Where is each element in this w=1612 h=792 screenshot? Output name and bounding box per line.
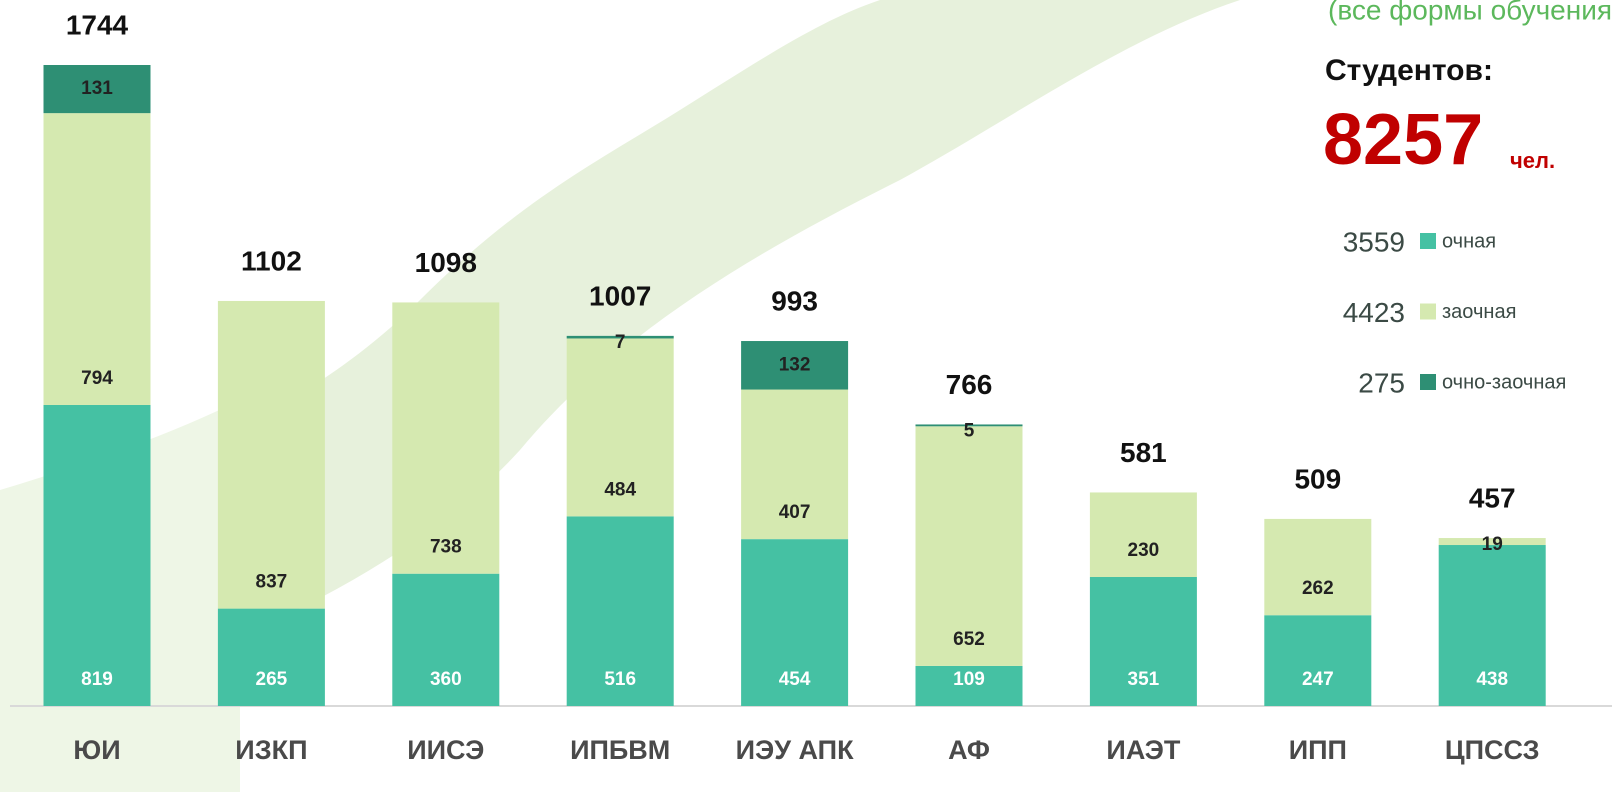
legend-swatch xyxy=(1420,233,1436,249)
segment-label: 131 xyxy=(81,78,113,99)
segment-label: 652 xyxy=(953,629,985,650)
bar-segment xyxy=(741,341,849,390)
segment-label: 516 xyxy=(604,669,636,690)
bar-segment xyxy=(1264,615,1372,706)
bar-segment xyxy=(217,608,325,706)
segment-label: 407 xyxy=(779,502,811,523)
segment-label: 19 xyxy=(1482,534,1503,555)
x-tick-label: ИИСЭ xyxy=(407,735,484,765)
segment-label: 132 xyxy=(779,354,811,375)
total-label: 457 xyxy=(1469,482,1516,513)
segment-label: 837 xyxy=(256,572,288,593)
segment-label: 5 xyxy=(964,420,975,441)
segment-label: 247 xyxy=(1302,669,1334,690)
bar-segment xyxy=(741,389,849,540)
x-tick-label: ЦПССЗ xyxy=(1445,735,1540,765)
bar-segment xyxy=(43,404,151,706)
segment-label: 360 xyxy=(430,669,462,690)
segment-label: 438 xyxy=(1476,669,1508,690)
bar-segment xyxy=(392,302,500,574)
bar-segment xyxy=(1438,538,1546,546)
x-tick-label: ИПБВМ xyxy=(570,735,670,765)
bar-segment xyxy=(741,539,849,706)
legend-label: заочная xyxy=(1442,301,1516,323)
x-tick-label: ИАЭТ xyxy=(1106,735,1180,765)
total-label: 581 xyxy=(1120,437,1167,468)
x-tick-label: АФ xyxy=(948,735,990,765)
segment-label: 7 xyxy=(615,332,626,353)
segment-label: 738 xyxy=(430,537,462,558)
x-tick-label: ИПП xyxy=(1289,735,1347,765)
total-label: 1007 xyxy=(589,280,651,311)
segment-label: 794 xyxy=(81,368,113,389)
segment-label: 351 xyxy=(1128,669,1160,690)
bar-segment xyxy=(1438,545,1546,706)
bar-segment xyxy=(392,573,500,706)
subtitle: (все формы обучения xyxy=(1328,0,1612,25)
x-tick-label: ИЭУ АПК xyxy=(736,735,854,765)
x-tick-label: ИЗКП xyxy=(235,735,307,765)
bar-segment xyxy=(43,65,151,114)
bar-segment xyxy=(43,113,151,405)
bar-segment xyxy=(566,335,674,339)
total-label: 509 xyxy=(1294,463,1341,494)
bar-segment xyxy=(1089,492,1197,577)
legend-total: 3559 xyxy=(1343,226,1405,257)
legend-total: 275 xyxy=(1358,367,1405,398)
total-label: 1102 xyxy=(241,245,302,276)
bar-segment xyxy=(915,665,1023,706)
segment-label: 265 xyxy=(256,669,288,690)
total-label: 1098 xyxy=(415,247,477,278)
bar-segment xyxy=(1089,576,1197,706)
legend-label: очно-заочная xyxy=(1442,371,1566,393)
segment-label: 262 xyxy=(1302,578,1334,599)
students-unit: чел. xyxy=(1510,148,1555,173)
segment-label: 819 xyxy=(81,669,113,690)
segment-label: 230 xyxy=(1128,540,1160,561)
bar-segment xyxy=(566,516,674,706)
bar-segment xyxy=(217,300,325,609)
legend-label: очная xyxy=(1442,230,1496,252)
legend-swatch xyxy=(1420,303,1436,320)
segment-label: 454 xyxy=(779,669,811,690)
legend-swatch xyxy=(1420,374,1436,390)
total-label: 1744 xyxy=(66,9,129,40)
total-label: 766 xyxy=(946,369,993,400)
legend-total: 4423 xyxy=(1343,297,1405,328)
total-label: 993 xyxy=(771,285,818,316)
x-tick-label: ЮИ xyxy=(73,735,120,765)
bar-segment xyxy=(915,426,1023,666)
students-label: Студентов: xyxy=(1325,54,1493,87)
students-total: 8257 xyxy=(1323,100,1483,180)
segment-label: 484 xyxy=(604,479,636,500)
bar-segment xyxy=(566,338,674,517)
bar-segment xyxy=(915,424,1023,427)
segment-label: 109 xyxy=(953,669,985,690)
bar-segment xyxy=(1264,518,1372,616)
